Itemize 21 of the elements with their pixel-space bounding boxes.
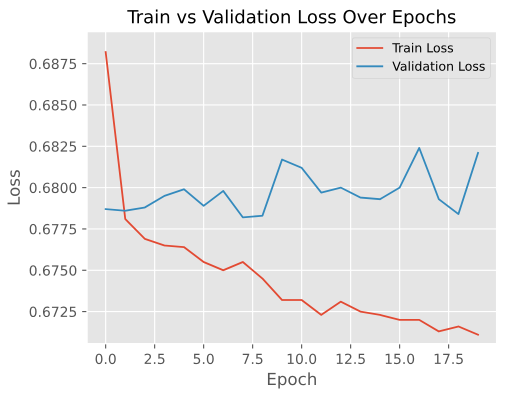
x-axis-title: Epoch xyxy=(268,372,316,388)
x-tick-label: 12.5 xyxy=(336,354,365,364)
legend-label: Validation Loss xyxy=(392,61,485,71)
x-tick-label: 10.0 xyxy=(288,354,316,364)
x-tick-label: 2.5 xyxy=(144,354,164,364)
x-tick-label: 0.0 xyxy=(96,354,116,364)
y-tick-label: 0.6800 xyxy=(30,182,76,194)
chart-title: Train vs Validation Loss Over Epochs xyxy=(127,10,456,28)
y-tick-label: 0.6825 xyxy=(30,141,76,152)
y-tick-label: 0.6750 xyxy=(30,265,76,276)
line-series xyxy=(104,147,479,218)
y-tick-label: 0.6725 xyxy=(30,306,76,318)
x-tick-label: 5.0 xyxy=(194,354,214,364)
legend-label: Train Loss xyxy=(392,42,454,53)
y-tick-label: 0.6875 xyxy=(30,58,76,70)
x-tick-label: 17.5 xyxy=(434,354,463,364)
y-tick-label: 0.6775 xyxy=(30,224,76,234)
y-axis-title: Loss xyxy=(8,170,20,204)
x-tick-label: 7.5 xyxy=(242,354,262,364)
y-tick-label: 0.6850 xyxy=(30,100,76,110)
x-tick-label: 15.0 xyxy=(386,354,414,364)
